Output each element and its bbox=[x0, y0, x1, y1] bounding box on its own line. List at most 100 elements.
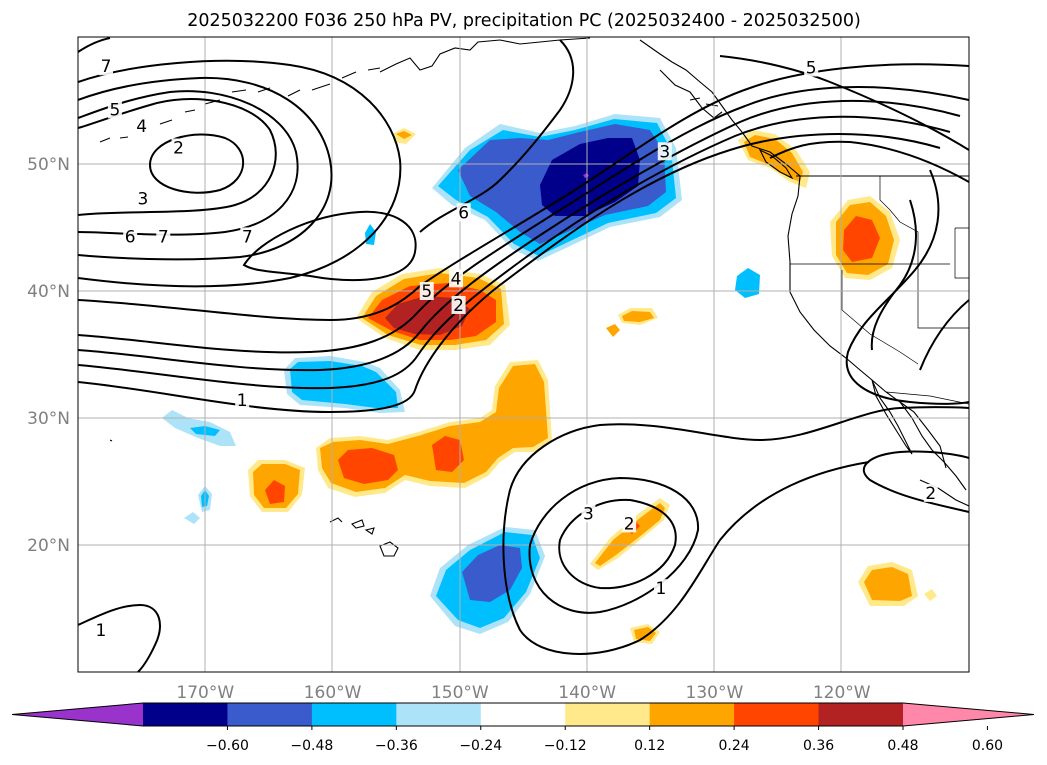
latitude-tick-labels: 20°N 30°N 40°N 50°N bbox=[27, 155, 70, 556]
pv-contour-label: 3 bbox=[138, 189, 149, 209]
lat-tick-label: 40°N bbox=[27, 282, 70, 302]
positive-anomaly-28n-150w bbox=[432, 436, 464, 472]
pv-contour-7-loop bbox=[242, 210, 417, 281]
lon-tick-label: 150°W bbox=[431, 683, 489, 703]
colorbar-tick-label: −0.12 bbox=[544, 738, 587, 754]
pv-contour-label: 1 bbox=[95, 621, 106, 641]
contour-label-background bbox=[93, 621, 108, 640]
pv-contour-label: 6 bbox=[1012, 136, 1023, 156]
pv-contour-label: 4 bbox=[451, 269, 462, 289]
colorbar-segment bbox=[649, 703, 735, 726]
contour-label-background bbox=[99, 57, 114, 76]
pv-contour-label: 5 bbox=[806, 58, 817, 78]
colorbar-tick-label: 0.60 bbox=[972, 738, 1003, 754]
pv-contour-2-south bbox=[528, 476, 700, 614]
lon-tick-label: 140°W bbox=[558, 683, 616, 703]
pv-contour-label: 6 bbox=[125, 227, 136, 247]
state-border-3 bbox=[841, 270, 919, 365]
positive-anomaly-36n-141w bbox=[606, 324, 620, 337]
pv-contour-label: 1 bbox=[237, 391, 248, 411]
contour-label-background bbox=[419, 282, 434, 300]
longitude-tick-labels: 170°W 160°W 150°W 140°W 130°W 120°W bbox=[176, 683, 870, 703]
pv-contour-east-mid bbox=[870, 199, 917, 351]
contour-label-background bbox=[622, 514, 637, 533]
pv-contour-2-jet bbox=[78, 115, 951, 390]
pv-contour-3-west bbox=[78, 98, 277, 216]
contour-label-background bbox=[134, 116, 149, 135]
pv-contour-5-west bbox=[78, 76, 333, 261]
pv-contour-3-south bbox=[558, 498, 677, 590]
precipitation-pc-fills bbox=[162, 114, 937, 644]
colorbar-tick-label: −0.36 bbox=[375, 738, 418, 754]
colorbar-segment bbox=[311, 703, 397, 726]
pv-contour-1-southwest bbox=[78, 603, 161, 672]
pv-contour-5-jet bbox=[78, 63, 969, 322]
contour-label-background bbox=[657, 142, 672, 161]
colorbar-tick-label: −0.48 bbox=[290, 738, 333, 754]
lon-tick-label: 130°W bbox=[686, 683, 744, 703]
negative-anomaly-32n-160w-moderate bbox=[290, 361, 398, 408]
negative-anomaly-21n-170w bbox=[184, 512, 200, 524]
pv-contour-1-jet bbox=[78, 133, 941, 414]
pv-contour-east-upper bbox=[845, 169, 969, 405]
pv-contour-label: 6 bbox=[458, 203, 469, 223]
pv-contour-label: 5 bbox=[421, 282, 432, 302]
positive-anomaly-25n-157w bbox=[338, 448, 398, 484]
contour-label-background bbox=[107, 100, 122, 119]
contour-label-background bbox=[804, 58, 819, 77]
colorbar-extension-high bbox=[903, 703, 1034, 726]
pv-contour-7-west bbox=[78, 37, 111, 53]
pv-contour-label: 3 bbox=[583, 504, 594, 524]
colorbar-tick-label: 0.12 bbox=[634, 738, 665, 754]
gridlines bbox=[78, 37, 969, 672]
chart-title: 2025032200 F036 250 hPa PV, precipitatio… bbox=[187, 11, 861, 31]
lat-tick-label: 30°N bbox=[27, 409, 70, 429]
colorbar-tick-label: −0.60 bbox=[206, 738, 249, 754]
pv-contour-label: 7 bbox=[101, 57, 112, 77]
pv-contour-label: 5 bbox=[109, 100, 120, 120]
contour-label-background bbox=[653, 579, 668, 598]
colorbar-segment bbox=[734, 703, 820, 726]
contour-label-background bbox=[1010, 136, 1024, 154]
positive-anomaly-16n-113w bbox=[924, 589, 937, 601]
contour-label-background bbox=[156, 227, 171, 246]
contour-label-background bbox=[235, 391, 250, 410]
state-border-2 bbox=[879, 176, 969, 329]
alaska-coast bbox=[379, 37, 743, 133]
pv-contour-label: 2 bbox=[624, 514, 635, 534]
lon-tick-label: 170°W bbox=[176, 683, 234, 703]
colorbar-segment bbox=[565, 703, 651, 726]
positive-anomaly-38n-138w-moderate bbox=[622, 311, 654, 322]
pv-contour-label: 2 bbox=[173, 138, 184, 158]
pv-contour-1-south bbox=[502, 406, 969, 655]
contour-label-background bbox=[449, 269, 464, 288]
pv-contour-6-east bbox=[769, 140, 969, 183]
contour-label-background bbox=[123, 227, 138, 246]
pv-contour-label: 4 bbox=[136, 117, 147, 137]
contour-label-background bbox=[451, 295, 466, 314]
pv-contour-label: 2 bbox=[453, 296, 464, 316]
positive-anomaly-24n-165w-strong bbox=[265, 480, 285, 504]
baja-california bbox=[871, 379, 913, 455]
colorbar-tick-label: 0.36 bbox=[803, 738, 834, 754]
colorbar-tick-label: −0.24 bbox=[459, 738, 502, 754]
pv-contour-label: 3 bbox=[659, 142, 670, 162]
state-border-4 bbox=[954, 227, 969, 279]
us-mexico-border bbox=[885, 391, 969, 405]
colorbar-outline bbox=[11, 702, 1035, 727]
lat-tick-label: 50°N bbox=[27, 155, 70, 175]
colorbar-segment bbox=[480, 703, 566, 726]
positive-anomaly-38n-152w-core bbox=[385, 296, 470, 335]
colorbar-segment bbox=[227, 703, 313, 726]
map-frame bbox=[77, 36, 970, 673]
colorbar-tick-label: 0.48 bbox=[887, 738, 918, 754]
positive-anomaly-52n-155w-moderate bbox=[396, 131, 412, 139]
contour-label-background bbox=[923, 483, 938, 502]
contour-label-background bbox=[456, 203, 471, 222]
colorbar-tick-label: 0.24 bbox=[719, 738, 750, 754]
lon-tick-label: 160°W bbox=[304, 683, 362, 703]
pv-contour-label: 2 bbox=[925, 484, 936, 504]
